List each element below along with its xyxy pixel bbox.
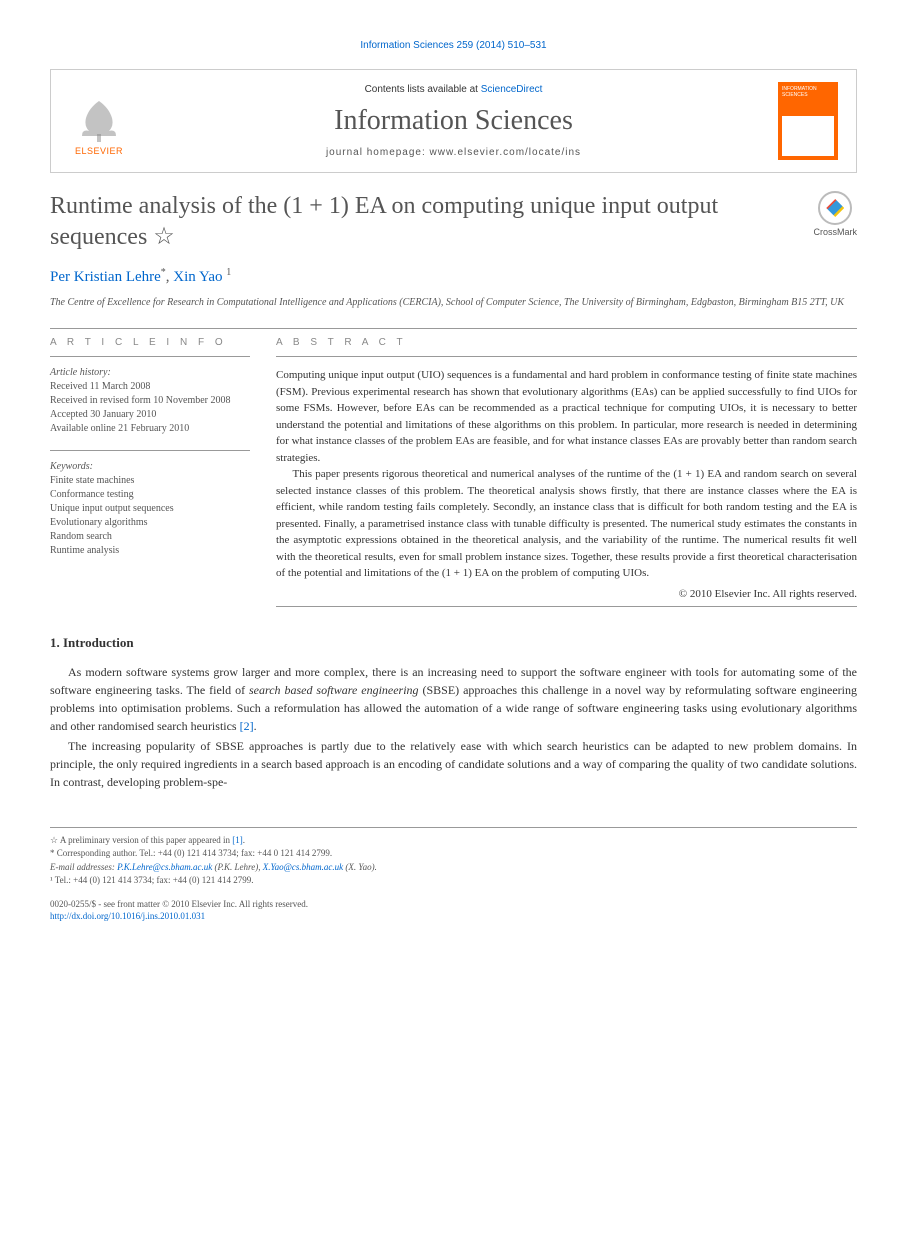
abstract-text: Computing unique input output (UIO) sequ…: [276, 367, 857, 582]
sciencedirect-link[interactable]: ScienceDirect: [481, 84, 543, 95]
divider: [50, 356, 250, 357]
elsevier-tree-icon: [74, 96, 124, 146]
divider: [276, 356, 857, 357]
revised-date: Received in revised form 10 November 200…: [50, 394, 250, 408]
keyword: Conformance testing: [50, 488, 250, 502]
author-mark: 1: [226, 267, 231, 278]
history-head: Article history:: [50, 367, 250, 378]
abstract-label: A B S T R A C T: [276, 337, 857, 348]
footnote: E-mail addresses: P.K.Lehre@cs.bham.ac.u…: [50, 861, 857, 875]
elsevier-logo: ELSEVIER: [69, 86, 129, 156]
footer-meta: 0020-0255/$ - see front matter © 2010 El…: [50, 898, 857, 923]
intro-body: As modern software systems grow larger a…: [50, 663, 857, 791]
abstract-column: A B S T R A C T Computing unique input o…: [276, 337, 857, 607]
article-info-label: A R T I C L E I N F O: [50, 337, 250, 348]
keyword: Unique input output sequences: [50, 502, 250, 516]
email-link[interactable]: P.K.Lehre@cs.bham.ac.uk: [117, 862, 212, 872]
abstract-p1: Computing unique input output (UIO) sequ…: [276, 367, 857, 466]
contents-line: Contents lists available at ScienceDirec…: [147, 84, 760, 95]
affiliation: The Centre of Excellence for Research in…: [50, 296, 857, 310]
article-info-column: A R T I C L E I N F O Article history: R…: [50, 337, 250, 607]
intro-p1: As modern software systems grow larger a…: [50, 663, 857, 735]
intro-p2: The increasing popularity of SBSE approa…: [50, 737, 857, 791]
email-link[interactable]: X.Yao@cs.bham.ac.uk: [263, 862, 343, 872]
abstract-p2: This paper presents rigorous theoretical…: [276, 466, 857, 582]
doi-link[interactable]: http://dx.doi.org/10.1016/j.ins.2010.01.…: [50, 911, 205, 921]
divider: [50, 450, 250, 451]
online-date: Available online 21 February 2010: [50, 422, 250, 436]
journal-reference: Information Sciences 259 (2014) 510–531: [50, 40, 857, 51]
header-center: Contents lists available at ScienceDirec…: [147, 84, 760, 158]
section-heading: 1. Introduction: [50, 635, 857, 651]
crossmark-badge[interactable]: CrossMark: [813, 191, 857, 237]
title-row: Runtime analysis of the (1 + 1) EA on co…: [50, 191, 857, 253]
emphasized-term: search based software engineering: [249, 683, 419, 697]
keyword: Runtime analysis: [50, 544, 250, 558]
journal-header: ELSEVIER Contents lists available at Sci…: [50, 69, 857, 173]
crossmark-label: CrossMark: [813, 227, 857, 237]
keywords-head: Keywords:: [50, 461, 250, 472]
received-date: Received 11 March 2008: [50, 380, 250, 394]
divider: [50, 328, 857, 329]
author-link[interactable]: Xin Yao: [173, 269, 222, 285]
cover-title: INFORMATION SCIENCES: [782, 86, 834, 98]
authors: Per Kristian Lehre*, Xin Yao 1: [50, 267, 857, 286]
keyword: Random search: [50, 530, 250, 544]
accepted-date: Accepted 30 January 2010: [50, 408, 250, 422]
divider: [276, 606, 857, 607]
homepage-line: journal homepage: www.elsevier.com/locat…: [147, 147, 760, 158]
footnote: * Corresponding author. Tel.: +44 (0) 12…: [50, 847, 857, 861]
issn-line: 0020-0255/$ - see front matter © 2010 El…: [50, 898, 857, 911]
article-title: Runtime analysis of the (1 + 1) EA on co…: [50, 191, 797, 253]
keyword: Evolutionary algorithms: [50, 516, 250, 530]
crossmark-icon: [818, 191, 852, 225]
footnote: ☆ A preliminary version of this paper ap…: [50, 834, 857, 848]
cover-body: [782, 116, 834, 156]
copyright: © 2010 Elsevier Inc. All rights reserved…: [276, 588, 857, 600]
footnotes: ☆ A preliminary version of this paper ap…: [50, 827, 857, 888]
info-abstract-row: A R T I C L E I N F O Article history: R…: [50, 337, 857, 607]
keyword: Finite state machines: [50, 474, 250, 488]
footnote: ¹ Tel.: +44 (0) 121 414 3734; fax: +44 (…: [50, 874, 857, 888]
elsevier-label: ELSEVIER: [75, 146, 123, 156]
citation-link[interactable]: [1]: [232, 835, 243, 845]
journal-name: Information Sciences: [147, 105, 760, 137]
contents-prefix: Contents lists available at: [365, 84, 481, 95]
author-link[interactable]: Per Kristian Lehre: [50, 269, 161, 285]
citation-link[interactable]: [2]: [240, 719, 254, 733]
journal-cover-thumbnail: INFORMATION SCIENCES: [778, 82, 838, 160]
